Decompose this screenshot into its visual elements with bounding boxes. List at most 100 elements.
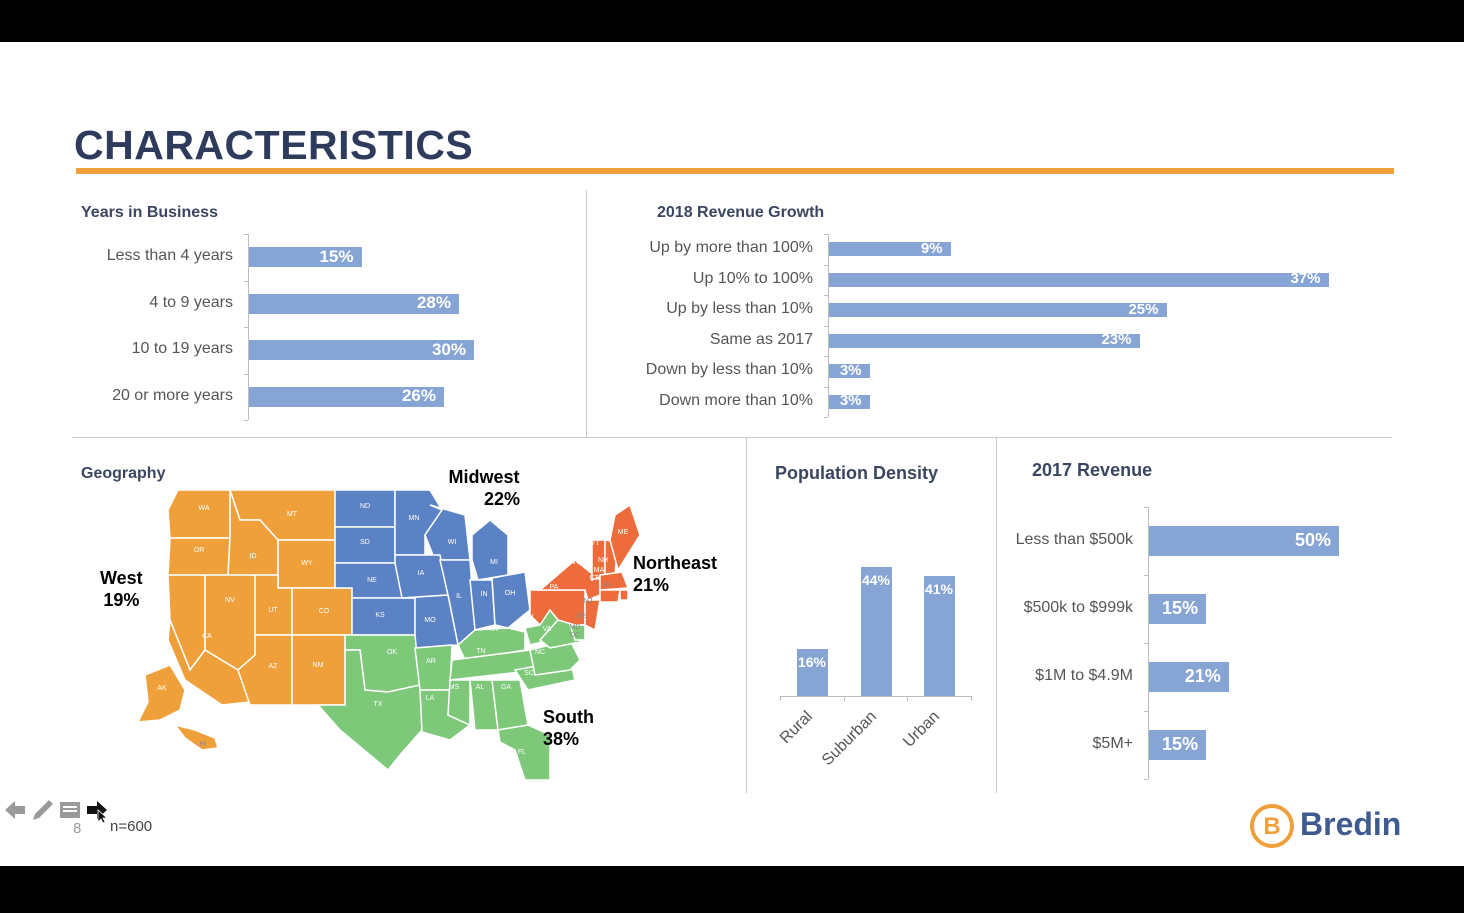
state-label-nc: NC [535,649,545,656]
rev17-axis-tick [1144,779,1148,780]
region-midwest-name: Midwest [448,467,520,487]
state-md [568,624,586,641]
state-label-nd: ND [360,503,370,510]
region-label-west: West 19% [100,567,143,611]
region-northeast-name: Northeast [633,553,718,573]
growth-value-label: 3% [839,361,862,379]
state-label-ny: NY [570,559,580,566]
region-west-value: 19% [103,590,140,610]
growth-axis-tick [824,386,828,388]
state-label-ma: MA [594,567,605,574]
years-category-label: 10 to 19 years [131,340,233,358]
divider-bottom-left [746,438,747,793]
state-label-al: AL [476,684,485,691]
state-nm [291,634,346,706]
state-label-me: ME [618,529,629,536]
svg-text:B: B [1263,813,1280,840]
rev17-axis-tick [1144,507,1148,508]
rev17-value-label: 50% [1294,529,1331,550]
region-south-value: 38% [543,729,580,749]
state-label-wa: WA [198,505,209,512]
state-label-nj: NJ [584,598,593,605]
state-label-mo: MO [424,617,436,624]
years-axis [248,234,249,420]
state-label-ks: KS [375,612,385,619]
rev17-bar [1149,594,1206,624]
rev17-axis [1148,507,1149,779]
state-label-sc: SC [524,670,534,677]
years-bar [249,386,444,407]
rev17-axis-tick [1144,643,1148,644]
bredin-logo-mark-icon: B [1250,804,1294,848]
page-number: 8 [73,820,82,837]
page-title: CHARACTERISTICS [74,122,474,168]
growth-category-label: Down more than 10% [659,391,813,409]
state-ak [136,664,186,723]
growth-value-label: 37% [1290,270,1321,288]
state-ct [599,589,621,603]
state-wa [167,489,231,539]
state-label-pa: PA [550,584,559,591]
rev17-category-label: $500k to $999k [1023,599,1133,617]
growth-axis-tick [824,356,828,357]
years-value-label: 26% [401,386,436,406]
years-bar [249,340,474,361]
region-northeast-value: 21% [633,575,670,595]
growth-bar [829,272,1329,287]
menu-icon[interactable] [60,802,80,818]
arrow-left-icon[interactable] [5,801,25,819]
map-region-northeast [529,503,641,632]
divider-top [586,190,587,437]
state-label-ms: MS [449,684,460,691]
years-axis-tick [244,280,248,282]
density-value-label: 44% [861,572,891,589]
state-label-ri: RI [604,582,611,589]
region-midwest-value: 22% [484,489,521,509]
density-value-label: 41% [924,580,954,597]
revenue-2017-title: 2017 Revenue [1032,460,1153,480]
state-label-ky: KY [489,626,499,633]
growth-axis-tick [824,264,828,266]
arrow-right-icon[interactable] [87,801,109,824]
state-ma [599,571,630,591]
state-ca-north [167,574,206,672]
population-density-title: Population Density [775,463,939,483]
growth-value-label: 3% [839,392,862,410]
rev17-category-label: Less than $500k [1015,531,1133,549]
growth-category-label: Up by more than 100% [649,239,813,257]
density-bar [923,575,955,696]
state-fl [497,724,551,780]
growth-category-label: Up 10% to 100% [692,269,813,287]
state-label-vt: VT [591,540,601,547]
state-mi [471,519,509,581]
state-label-nh: NH [598,557,608,564]
years-bar [249,293,459,314]
region-west-name: West [100,568,143,588]
density-category-label: Suburban [818,708,881,770]
density-axis-tick [780,696,781,701]
region-label-south: South 38% [543,706,594,750]
growth-bar [829,333,1140,348]
state-label-ca: CA [202,633,212,640]
state-label-mt: MT [287,511,298,518]
density-value-label: 16% [797,654,827,671]
years-axis-tick [244,420,248,421]
density-axis-tick [844,696,845,701]
rev17-axis-tick [1144,711,1148,712]
state-label-az: AZ [269,663,279,670]
pen-icon[interactable] [33,800,53,820]
density-axis [780,696,972,697]
bredin-logo: B Bredin [1248,800,1401,850]
divider-bottom-right [996,438,997,793]
state-label-in: IN [481,591,488,598]
state-label-il: IL [456,593,462,600]
years-in-business-title: Years in Business [81,204,218,221]
growth-category-label: Same as 2017 [709,330,813,348]
sample-size-note: n=600 [110,818,153,835]
state-label-fl: FL [518,749,526,756]
years-category-label: 20 or more years [112,386,233,404]
slide: CHARACTERISTICS Years in Business 2018 R… [0,42,1464,866]
state-label-or: OR [194,547,205,554]
years-value-label: 28% [416,293,451,313]
state-label-nm: NM [313,662,324,669]
